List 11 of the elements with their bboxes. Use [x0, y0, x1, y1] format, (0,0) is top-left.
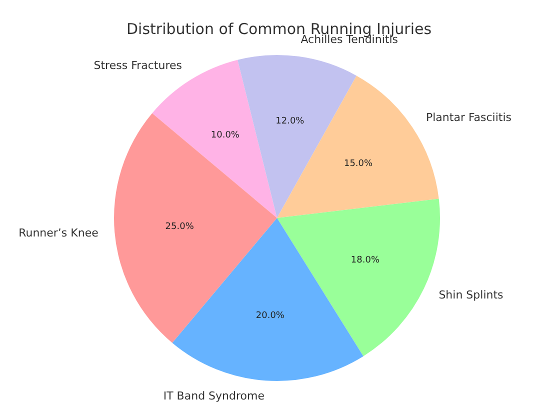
- data-label: 20.0%: [256, 310, 285, 321]
- slice-label: Stress Fractures: [94, 58, 182, 72]
- data-label: 12.0%: [276, 116, 305, 126]
- slice-label: Plantar Fasciitis: [426, 111, 512, 124]
- slice-label: Shin Splints: [438, 288, 504, 302]
- slice-label: IT Band Syndrome: [163, 390, 265, 403]
- data-label: 10.0%: [210, 130, 240, 140]
- data-label: 25.0%: [165, 222, 194, 232]
- data-label: 18.0%: [350, 256, 380, 266]
- data-label: 15.0%: [344, 158, 374, 169]
- slice-label: Runner’s Knee: [18, 226, 99, 240]
